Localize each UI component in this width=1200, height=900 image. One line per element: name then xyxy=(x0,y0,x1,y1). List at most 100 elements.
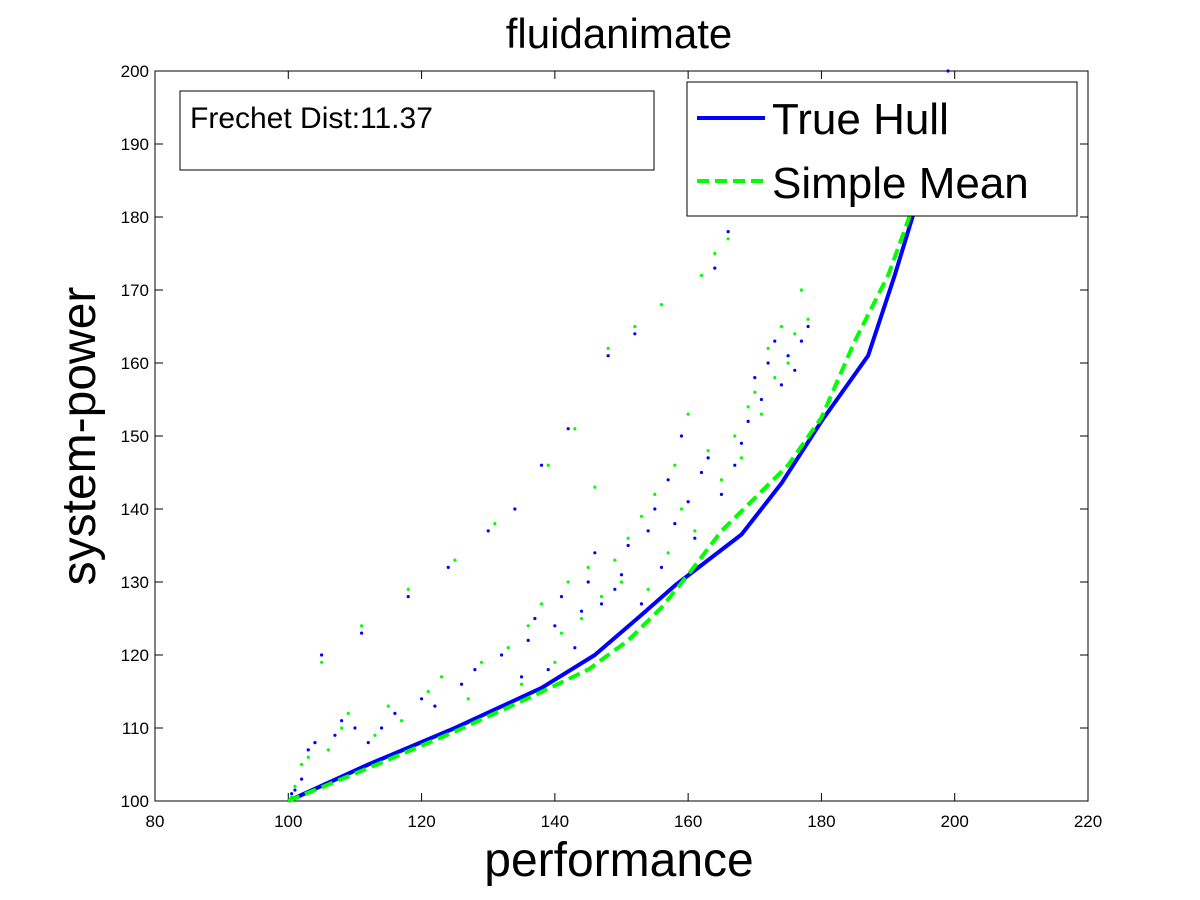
scatter-point-green xyxy=(453,558,457,562)
x-tick-label: 100 xyxy=(274,812,302,831)
scatter-point-green xyxy=(373,733,377,737)
scatter-point-blue xyxy=(753,376,757,380)
scatter-point-green xyxy=(793,332,797,336)
scatter-point-blue xyxy=(606,354,610,358)
scatter-point-blue xyxy=(313,741,317,745)
x-tick-label: 200 xyxy=(941,812,969,831)
scatter-point-green xyxy=(773,376,777,380)
scatter-point-blue xyxy=(333,733,337,737)
scatter-point-blue xyxy=(359,631,364,635)
scatter-point-blue xyxy=(579,609,584,613)
scatter-point-green xyxy=(546,463,550,467)
annotation-frame xyxy=(179,90,655,171)
scatter-point-blue xyxy=(406,595,410,599)
scatter-point-green xyxy=(706,449,710,453)
scatter-point-green xyxy=(606,346,610,350)
scatter-point-green xyxy=(619,580,624,584)
scatter-point-blue xyxy=(290,792,294,796)
y-axis-label: system-power xyxy=(53,287,106,586)
y-tick-label: 140 xyxy=(121,500,149,519)
scatter-point-blue xyxy=(553,624,557,628)
scatter-point-blue xyxy=(473,668,477,672)
scatter-point-green xyxy=(506,646,510,650)
scatter-point-green xyxy=(753,390,757,394)
legend: True Hull Simple Mean xyxy=(686,81,1078,217)
scatter-point-blue xyxy=(619,573,624,577)
scatter-point-blue xyxy=(726,230,730,234)
scatter-point-green xyxy=(806,317,810,321)
scatter-point-green xyxy=(526,624,530,628)
scatter-point-green xyxy=(759,412,764,416)
scatter-point-green xyxy=(733,434,737,438)
scatter-point-blue xyxy=(599,602,604,606)
x-tick-label: 120 xyxy=(407,812,435,831)
scatter-point-green xyxy=(493,522,497,526)
x-tick-label: 140 xyxy=(541,812,569,831)
scatter-point-green xyxy=(646,587,650,591)
y-tick-label: 150 xyxy=(121,427,149,446)
x-axis: 80 100 120 140 160 180 200 220 xyxy=(146,71,1102,831)
scatter-point-blue xyxy=(686,500,690,504)
scatter-point-green xyxy=(579,616,584,621)
scatter-point-blue xyxy=(366,741,370,745)
scatter-point-green xyxy=(359,624,364,628)
scatter-point-green xyxy=(726,237,730,241)
scatter-point-green xyxy=(786,361,790,365)
scatter-point-green xyxy=(673,463,677,467)
scatter-point-green xyxy=(559,631,564,635)
scatter-point-blue xyxy=(353,726,357,730)
scatter-point-green xyxy=(386,704,390,708)
scatter-point-green xyxy=(346,711,350,716)
scatter-point-blue xyxy=(499,653,504,657)
scatter-points xyxy=(290,69,950,799)
scatter-point-green xyxy=(746,405,750,409)
scatter-point-blue xyxy=(559,595,564,599)
scatter-point-blue xyxy=(666,478,670,482)
scatter-point-green xyxy=(599,595,604,599)
scatter-point-green xyxy=(406,587,410,591)
series-line-simple-mean xyxy=(287,201,917,803)
scatter-point-green xyxy=(519,682,524,686)
scatter-point-green xyxy=(439,675,444,679)
scatter-point-blue xyxy=(626,543,630,548)
scatter-point-blue xyxy=(793,368,797,372)
scatter-point-blue xyxy=(659,565,664,570)
scatter-point-blue xyxy=(526,638,530,643)
scatter-point-green xyxy=(713,251,717,256)
scatter-point-blue xyxy=(719,492,724,496)
y-tick-label: 160 xyxy=(121,354,149,373)
scatter-point-blue xyxy=(766,361,770,365)
x-tick-label: 160 xyxy=(674,812,702,831)
scatter-point-green xyxy=(566,580,570,584)
legend-label-true-hull: True Hull xyxy=(772,95,949,144)
scatter-point-blue xyxy=(759,397,764,402)
scatter-point-blue xyxy=(566,427,570,431)
scatter-point-green xyxy=(653,492,657,496)
scatter-point-blue xyxy=(533,616,537,621)
scatter-point-blue xyxy=(446,565,450,570)
scatter-point-green xyxy=(693,529,697,533)
scatter-point-green xyxy=(613,558,617,562)
scatter-point-green xyxy=(666,551,670,555)
scatter-point-blue xyxy=(306,748,310,752)
scatter-point-blue xyxy=(799,339,804,343)
scatter-point-blue xyxy=(593,551,597,555)
y-tick-label: 200 xyxy=(121,62,149,81)
annotation-box: Frechet Dist:11.37 xyxy=(179,90,655,171)
scatter-point-blue xyxy=(459,682,464,686)
y-tick-label: 130 xyxy=(121,573,149,592)
scatter-point-blue xyxy=(739,441,744,445)
scatter-point-green xyxy=(300,762,304,767)
y-tick-label: 100 xyxy=(121,792,149,811)
scatter-point-green xyxy=(719,478,724,482)
plot-area: 80 100 120 140 160 180 200 220 1001101201301401… xyxy=(121,62,1103,831)
scatter-point-blue xyxy=(546,668,550,672)
scatter-point-blue xyxy=(300,777,304,781)
scatter-point-blue xyxy=(393,711,397,716)
y-tick-label: 180 xyxy=(121,208,149,227)
frechet-distance-label: Frechet Dist:11.37 xyxy=(190,102,433,135)
scatter-point-green xyxy=(799,288,804,292)
scatter-point-blue xyxy=(293,788,297,792)
scatter-point-blue xyxy=(633,332,637,336)
